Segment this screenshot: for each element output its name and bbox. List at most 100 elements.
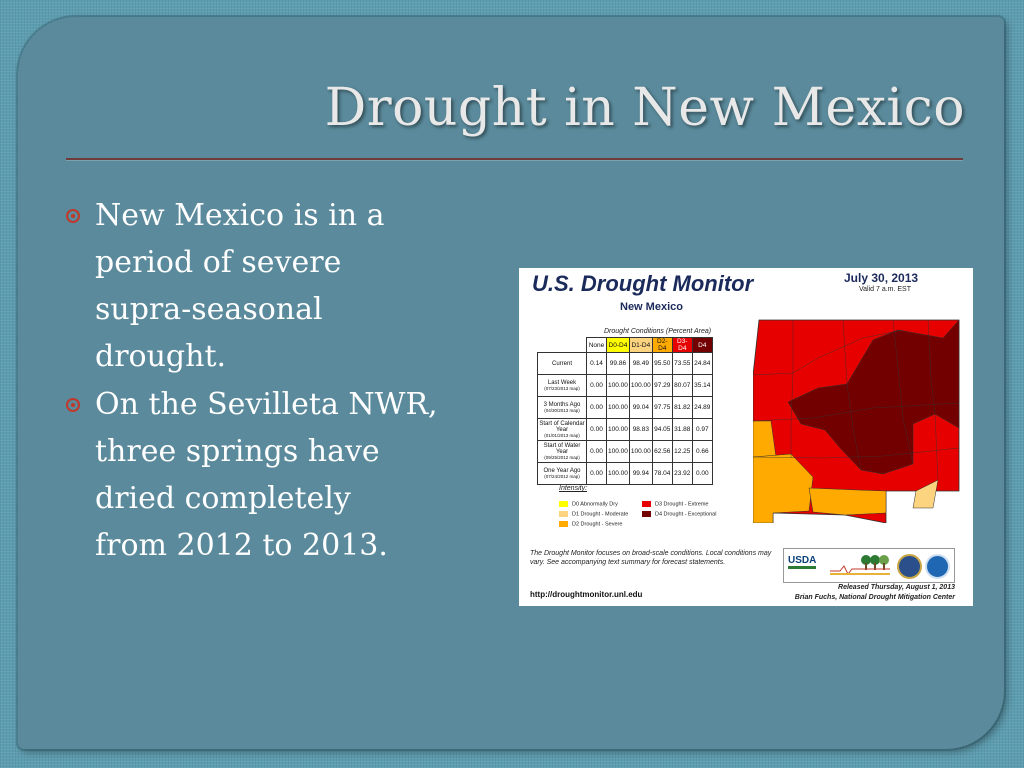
legend-label: D0 Abnormally Dry (572, 501, 618, 508)
row-label-text: Start of Calendar Year (539, 420, 585, 433)
title-divider (66, 158, 963, 160)
row-label: Start of Calendar Year (01/01/2013 map) (537, 418, 587, 441)
release-date: Released Thursday, August 1, 2013 (838, 584, 955, 591)
table-cell: 62.56 (651, 440, 673, 463)
drought-monitor-date: July 30, 2013 (844, 271, 919, 285)
row-label-text: Start of Water Year (543, 442, 581, 455)
row-label-sub: (04/30/2013 map) (544, 407, 580, 413)
table-cell: 99.94 (628, 462, 653, 485)
legend-item: D4 Drought - Exceptional (642, 511, 716, 517)
bullet-circle-icon (66, 209, 80, 223)
table-cell: 0.00 (586, 440, 607, 463)
table-cell: 100.00 (606, 462, 630, 485)
table-cell: 98.83 (628, 418, 653, 441)
column-header: D4 (691, 337, 713, 353)
table-cell: 81.82 (671, 396, 693, 419)
table-cell: 97.29 (651, 374, 673, 397)
table-body: Current 0.14 99.86 98.49 95.50 73.55 24.84 Last… (537, 352, 713, 485)
legend-item: D3 Drought - Extreme (642, 501, 709, 507)
map-region-d2 (753, 453, 814, 523)
legend-swatch (559, 511, 568, 517)
row-label: Start of Water Year (09/25/2012 map) (537, 440, 587, 463)
table-cell: 23.92 (671, 462, 693, 485)
table-row: One Year Ago (07/24/2012 map) 0.00 100.00 99… (537, 462, 713, 485)
new-mexico-drought-map (753, 319, 960, 523)
legend-swatch (559, 521, 568, 527)
table-cell: 97.75 (651, 396, 673, 419)
table-cell: 99.04 (628, 396, 653, 419)
intensity-label: Intensity: (559, 485, 588, 492)
commerce-seal-icon (897, 554, 922, 579)
table-cell: 73.55 (671, 352, 693, 375)
table-cell: 31.88 (671, 418, 693, 441)
noaa-seal-icon (925, 554, 950, 579)
bullet-text: New Mexico is in a period of severe supr… (95, 198, 385, 374)
table-cell: 100.00 (606, 396, 630, 419)
table-cell: 35.14 (691, 374, 713, 397)
table-cell: 0.00 (586, 462, 607, 485)
county-line (790, 320, 794, 458)
row-label-sub: (07/24/2012 map) (544, 473, 580, 479)
table-cell: 12.25 (671, 440, 693, 463)
table-row: Start of Water Year (09/25/2012 map) 0.00 1… (537, 440, 713, 463)
table-cell: 100.00 (606, 440, 630, 463)
table-row: 3 Months Ago (04/30/2013 map) 0.00 100.00 99… (537, 396, 713, 419)
county-line (892, 319, 914, 465)
bullet-list: New Mexico is in a period of severe supr… (62, 192, 512, 570)
drought-monitor-valid: Valid 7 a.m. EST (859, 286, 912, 293)
row-label-sub: (09/25/2012 map) (544, 454, 580, 460)
column-header: D3-D4 (671, 337, 693, 353)
county-line (753, 329, 904, 376)
row-label: One Year Ago (07/24/2012 map) (537, 462, 587, 485)
county-line (753, 447, 960, 459)
table-row: Last Week (07/23/2013 map) 0.00 100.00 100.0… (537, 374, 713, 397)
table-caption: Drought Conditions (Percent Area) (604, 328, 712, 335)
table-cell: 0.14 (586, 352, 607, 375)
table-corner (538, 338, 587, 353)
legend-item: D0 Abnormally Dry (559, 501, 618, 507)
table-row: Start of Calendar Year (01/01/2013 map) 0.… (537, 418, 713, 441)
bullet-item: On the Sevilleta NWR, three springs have… (62, 381, 512, 569)
drought-monitor-subtitle: New Mexico (620, 301, 683, 313)
column-header: D1-D4 (628, 337, 653, 353)
agency-logos: USDA (783, 548, 955, 583)
column-header: D0-D4 (606, 337, 630, 353)
drought-monitor-image: U.S. Drought Monitor July 30, 2013 Valid… (519, 268, 973, 606)
map-region-d1 (912, 479, 939, 509)
row-label-sub: (07/23/2013 map) (544, 385, 580, 391)
drought-conditions-table: None D0-D4 D1-D4 D2-D4 D3-D4 D4 Current 0… (537, 337, 713, 485)
ndmc-logo (830, 555, 890, 575)
bullet-text: On the Sevilleta NWR, three springs have… (95, 387, 438, 563)
legend-swatch (642, 511, 651, 517)
column-header: None (586, 337, 607, 353)
table-cell: 0.00 (586, 374, 607, 397)
drought-monitor-title: U.S. Drought Monitor (532, 271, 754, 296)
table-cell: 100.00 (628, 374, 653, 397)
table-cell: 98.49 (628, 352, 653, 375)
row-label-text: 3 Months Ago (543, 401, 581, 408)
table-cell: 99.86 (606, 352, 630, 375)
legend-item: D1 Drought - Moderate (559, 511, 628, 517)
county-line (753, 402, 960, 422)
row-label-text: One Year Ago (543, 467, 581, 474)
table-cell: 0.00 (691, 462, 713, 485)
bullet-item: New Mexico is in a period of severe supr… (62, 192, 512, 380)
bullet-circle-icon (66, 398, 80, 412)
table-cell: 94.05 (651, 418, 673, 441)
author-credit: Brian Fuchs, National Drought Mitigation… (794, 594, 955, 601)
legend-swatch (559, 501, 568, 507)
drought-monitor-url: http://droughtmonitor.unl.edu (530, 590, 643, 599)
table-cell: 0.97 (691, 418, 713, 441)
row-label: 3 Months Ago (04/30/2013 map) (537, 396, 587, 419)
table-cell: 78.04 (651, 462, 673, 485)
legend-swatch (642, 501, 651, 507)
table-cell: 100.00 (606, 374, 630, 397)
table-cell: 80.07 (671, 374, 693, 397)
table-cell: 100.00 (628, 440, 653, 463)
legend-label: D2 Drought - Severe (572, 521, 623, 528)
row-label-text: Current (551, 360, 572, 367)
legend-label: D4 Drought - Exceptional (655, 511, 717, 518)
column-header: D2-D4 (651, 337, 673, 353)
table-row: Current 0.14 99.86 98.49 95.50 73.55 24.84 (537, 352, 713, 375)
table-cell: 100.00 (606, 418, 630, 441)
